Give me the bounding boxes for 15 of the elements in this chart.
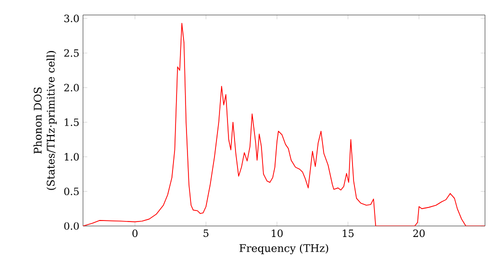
y-tick-label: 1.5 (64, 118, 79, 126)
y-tick-label: 2.5 (64, 49, 79, 57)
y-axis-title: Phonon DOS (States/THz·primitive cell) (34, 51, 57, 190)
x-tick-label: 15 (342, 230, 354, 238)
x-tick-label: 5 (204, 230, 208, 237)
y-tick-label: 0.0 (64, 222, 79, 230)
x-tick-label: 20 (413, 230, 425, 238)
x-axis-title: Frequency (THz) (240, 244, 328, 254)
line-series (83, 22, 485, 226)
y-tick-label: 2.0 (64, 84, 79, 92)
x-tick-label: 10 (272, 230, 283, 238)
y-tick-label: 1.0 (64, 153, 79, 161)
y-tick-label: 3.0 (64, 14, 79, 22)
y-tick-label: 0.5 (64, 188, 79, 196)
x-tick-label: 0 (132, 230, 138, 238)
